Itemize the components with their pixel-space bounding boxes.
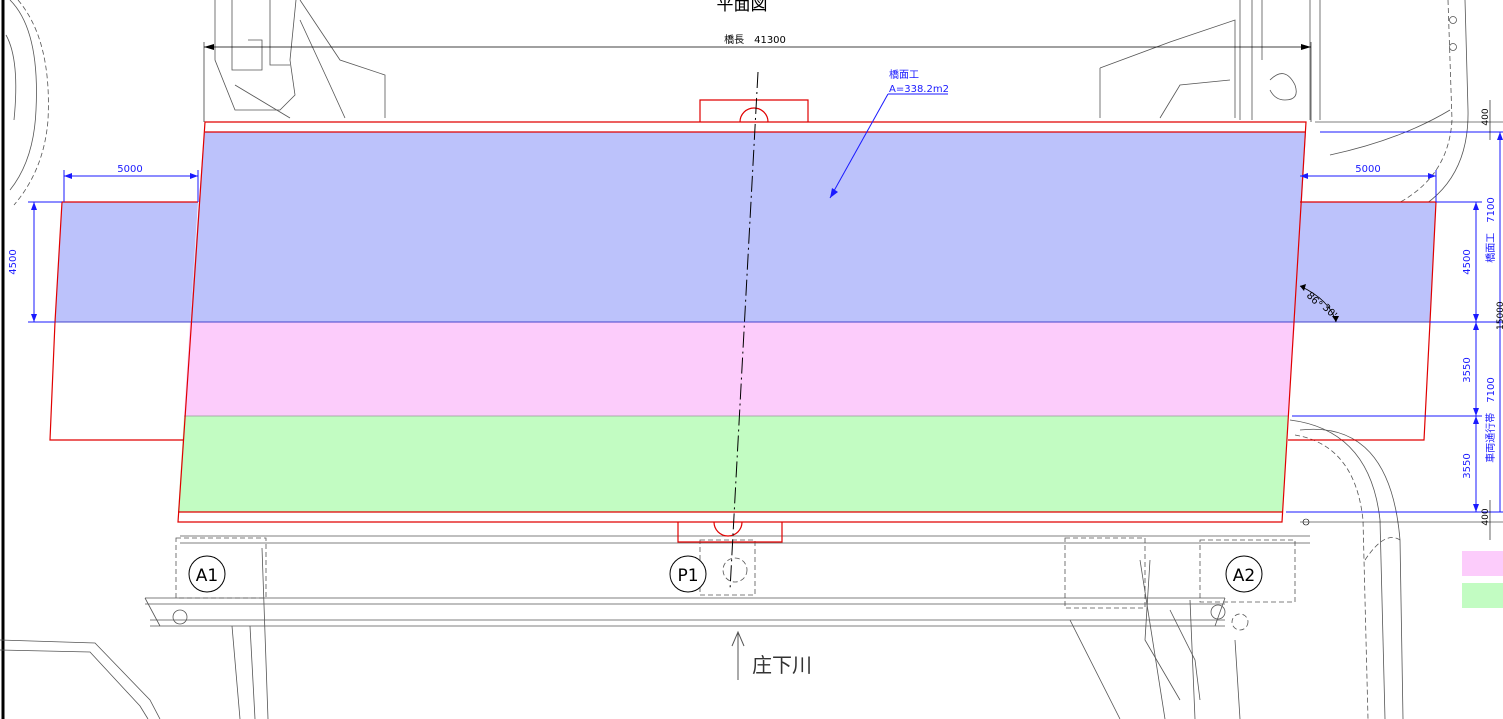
deck-zone-blue [190,132,1306,322]
dim-400-top: 400 [1481,108,1491,125]
approach-right-blue [1295,202,1436,322]
deck-label: 橋面工 [889,68,919,81]
site-background-linework [0,0,1469,719]
deck-zone-green [178,416,1288,512]
right-dim-7100-top: 橋面工 7100 [1484,197,1497,262]
river-label: 庄下川 [752,653,812,677]
right-dim-7100-bottom: 車両通行帯 7100 [1484,377,1497,462]
support-marker-p1: P1 [669,555,707,593]
left-dim-4500: 4500 [8,249,19,274]
dimension-lines [28,42,1503,540]
support-a1-label: A1 [196,566,218,586]
page-title: 平面図 [717,0,768,15]
support-marker-a1: A1 [188,555,226,593]
legend-swatch-green [1462,583,1503,608]
left-width-label: 5000 [117,164,142,175]
right-width-label: 5000 [1355,164,1380,175]
support-a2-label: A2 [1233,566,1255,586]
support-marker-a2: A2 [1225,555,1263,593]
centerline [729,71,759,591]
deck-area-label: A=338.2m2 [889,84,949,95]
support-p1-label: P1 [677,566,698,586]
legend-swatch-pink [1462,551,1503,576]
right-dim-3550-a: 3550 [1462,357,1473,382]
right-dim-4500: 4500 [1462,249,1473,274]
right-dim-3550-b: 3550 [1462,453,1473,478]
deck-zones [55,132,1436,512]
deck-zone-pink [184,322,1295,416]
approach-left-blue [55,202,198,322]
dim-15000-partial: 15000 [1496,301,1503,330]
bridge-length-label: 橋長 41300 [724,33,786,46]
dim-400-bottom: 400 [1481,508,1491,525]
